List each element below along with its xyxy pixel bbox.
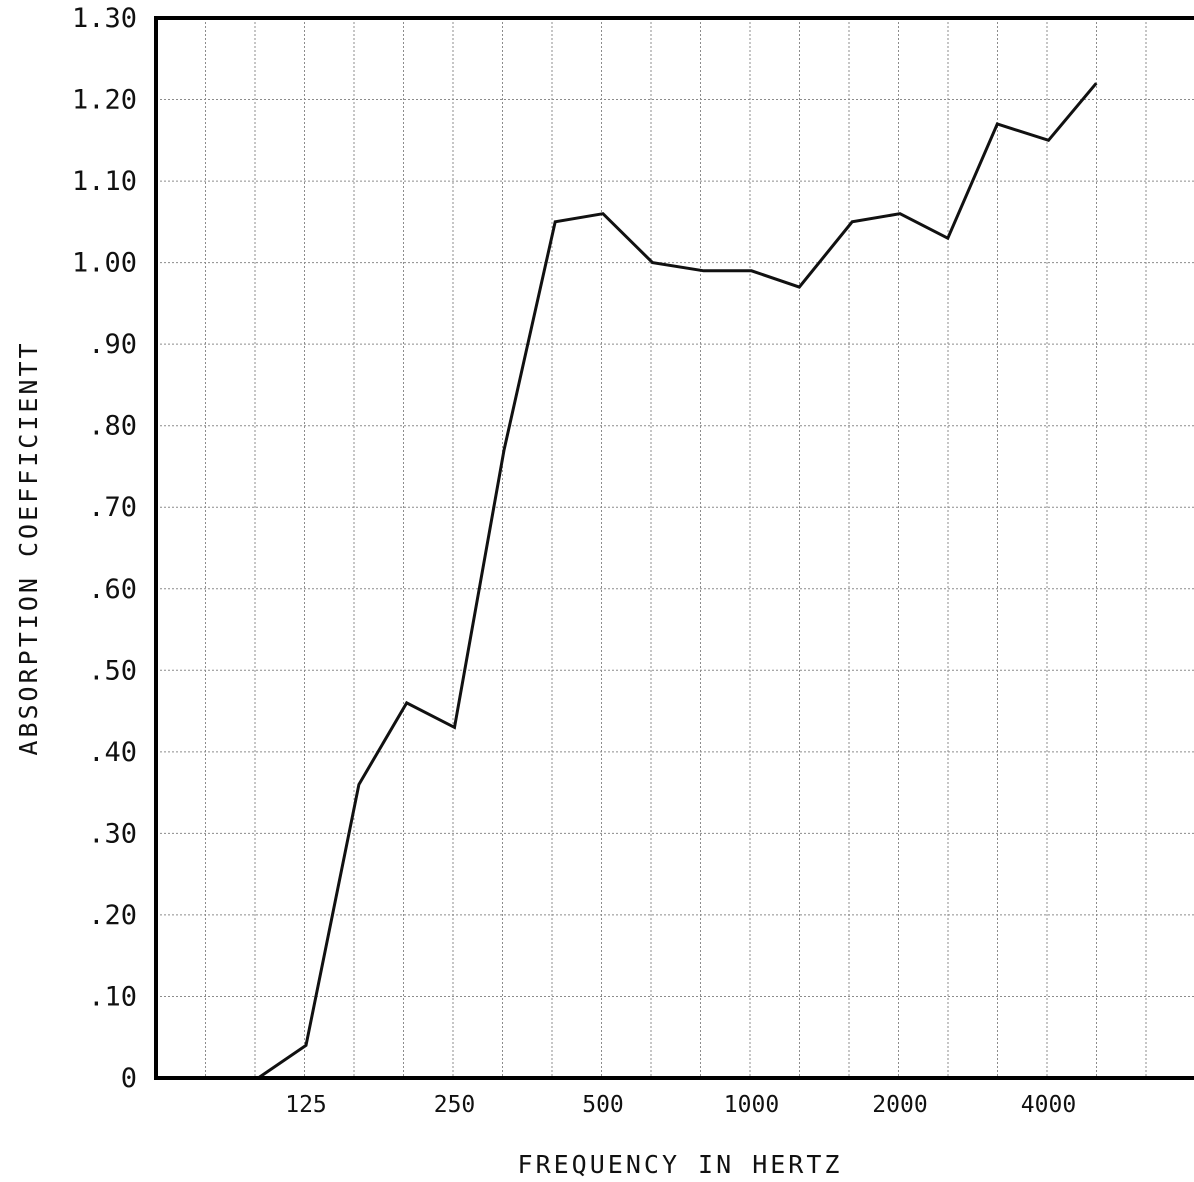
data-point <box>1094 81 1098 85</box>
x-tick-labels: 125 250 500 1000 2000 4000 <box>285 1092 1076 1118</box>
data-point <box>651 261 655 265</box>
y-tick-label: .70 <box>88 492 137 523</box>
x-tick-label: 250 <box>434 1092 476 1118</box>
x-tick-label: 125 <box>285 1092 327 1118</box>
data-point <box>1047 138 1051 142</box>
y-tick-label: .80 <box>88 411 137 442</box>
data-point <box>601 212 605 216</box>
data-point <box>502 448 506 452</box>
y-tick-label: .60 <box>88 574 137 605</box>
y-tick-label: .40 <box>88 737 137 768</box>
y-tick-label: .10 <box>88 981 137 1012</box>
y-tick-label: .30 <box>88 818 137 849</box>
y-tick-label: 1.20 <box>72 85 137 116</box>
x-tick-label: 500 <box>582 1092 624 1118</box>
axes <box>154 16 1194 1080</box>
data-point <box>702 269 706 273</box>
data-point <box>304 1043 308 1047</box>
y-tick-label: 1.10 <box>72 166 137 197</box>
data-point <box>357 782 361 786</box>
y-tick-label: 1.30 <box>72 3 137 34</box>
data-point <box>453 725 457 729</box>
data-point <box>797 285 801 289</box>
x-axis-title: FREQUENCY IN HERTZ <box>518 1150 843 1179</box>
x-tick-label: 1000 <box>724 1092 779 1118</box>
data-point <box>946 236 950 240</box>
y-tick-label: 1.00 <box>72 248 137 279</box>
y-tick-labels: 0 .10 .20 .30 .40 .50 .60 .70 .80 .90 1.00 1.10 1.20… <box>72 3 137 1094</box>
grid-lines <box>156 17 1194 1078</box>
data-point <box>995 122 999 126</box>
data-point <box>850 220 854 224</box>
y-tick-label: 0 <box>121 1063 137 1094</box>
data-point <box>750 269 754 273</box>
x-tick-label: 2000 <box>872 1092 927 1118</box>
data-point <box>898 212 902 216</box>
y-tick-label: .90 <box>88 329 137 360</box>
y-tick-label: .50 <box>88 655 137 686</box>
y-axis-title: ABSORPTION COEFFICIENTT <box>14 340 43 755</box>
data-point <box>553 220 557 224</box>
x-tick-label: 4000 <box>1021 1092 1076 1118</box>
series-line <box>257 82 1098 1080</box>
data-points <box>256 81 1098 1080</box>
y-tick-label: .20 <box>88 900 137 931</box>
data-point <box>405 701 409 705</box>
